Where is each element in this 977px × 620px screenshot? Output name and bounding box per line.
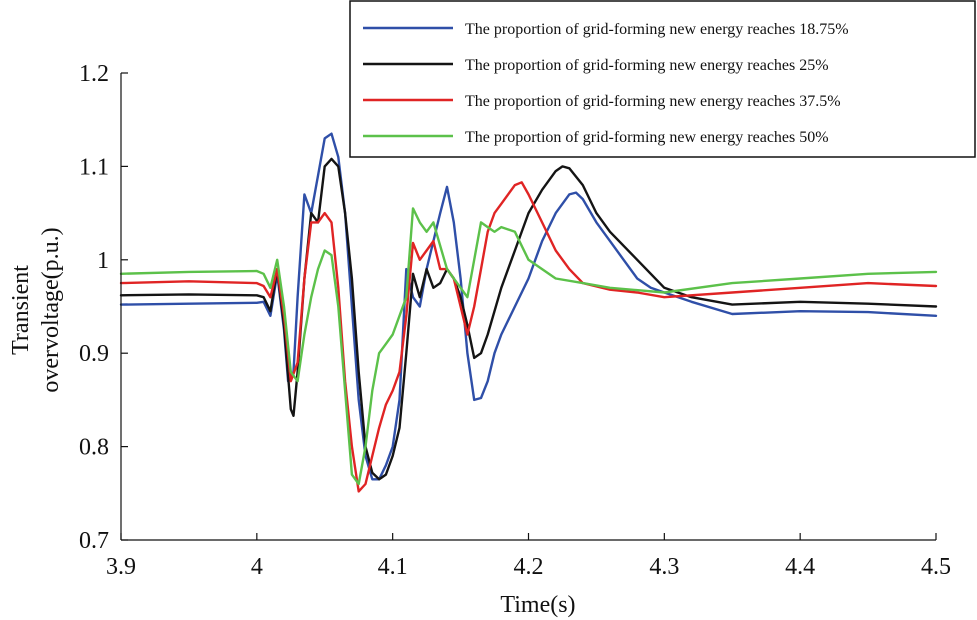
legend: The proportion of grid-forming new energ… <box>349 0 976 158</box>
x-tick-label: 4.3 <box>649 554 679 580</box>
x-tick-label: 4 <box>251 554 263 580</box>
y-tick-label: 1.1 <box>79 154 109 180</box>
y-tick-label: 0.7 <box>79 528 109 554</box>
y-axis-title: Transient overvoltage(p.u.) <box>8 227 64 392</box>
series-line-1 <box>119 132 938 481</box>
x-tick-label: 4.2 <box>514 554 544 580</box>
series-layer <box>119 132 938 493</box>
y-tick-label: 1.2 <box>79 61 109 87</box>
x-tick-label: 4.1 <box>378 554 408 580</box>
x-ticks: 3.9 4 4.1 4.2 4.3 4.4 4.5 <box>106 533 951 580</box>
series-line-2 <box>119 157 938 481</box>
y-tick-label: 0.8 <box>79 435 109 461</box>
y-ticks: 0.7 0.8 0.9 1 1.1 1.2 <box>79 61 128 554</box>
y-axis-title-line-2: overvoltage(p.u.) <box>38 227 64 392</box>
legend-label-2: The proportion of grid-forming new energ… <box>465 57 829 74</box>
y-tick-label: 0.9 <box>79 341 109 367</box>
series-line-3 <box>119 181 938 493</box>
legend-label-1: The proportion of grid-forming new energ… <box>465 21 849 38</box>
x-tick-label: 4.4 <box>785 554 815 580</box>
y-axis-title-line-1: Transient <box>8 265 34 355</box>
x-axis-title: Time(s) <box>500 592 575 618</box>
series-line-4 <box>119 207 938 486</box>
y-tick-label: 1 <box>97 248 109 274</box>
legend-box <box>349 0 976 158</box>
x-tick-label: 4.5 <box>921 554 951 580</box>
x-tick-label: 3.9 <box>106 554 136 580</box>
legend-label-4: The proportion of grid-forming new energ… <box>465 129 829 146</box>
legend-label-3: The proportion of grid-forming new energ… <box>465 93 841 110</box>
